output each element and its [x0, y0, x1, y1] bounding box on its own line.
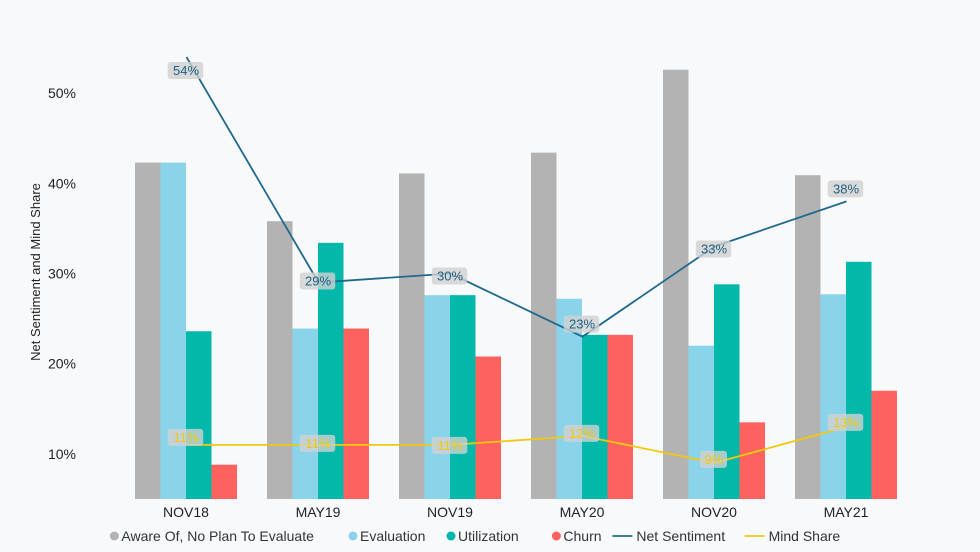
bar-churn — [871, 390, 897, 499]
x-tick-label: MAY21 — [824, 504, 869, 520]
legend-item: Net Sentiment — [612, 528, 725, 544]
legend-item: Aware Of, No Plan To Evaluate — [109, 528, 314, 544]
bar-churn — [607, 334, 633, 499]
data-label: 38% — [827, 180, 864, 198]
legend-marker — [551, 531, 561, 541]
data-label: 11% — [299, 434, 336, 452]
bar-aware-of-no-plan-to-evaluate — [795, 175, 821, 500]
data-label: 11% — [431, 436, 468, 454]
bar-aware-of-no-plan-to-evaluate — [663, 69, 689, 499]
bar-aware-of-no-plan-to-evaluate — [267, 221, 293, 499]
data-label-text: 11% — [437, 438, 462, 453]
bar-evaluation — [424, 295, 450, 499]
bar-evaluation — [820, 294, 846, 499]
legend-marker — [109, 531, 119, 541]
data-label-text: 12% — [569, 426, 595, 441]
legend-marker — [348, 531, 358, 541]
bar-churn — [343, 328, 369, 499]
legend-label: Utilization — [458, 528, 519, 544]
bar-utilization — [846, 261, 872, 499]
data-label-box — [827, 413, 864, 431]
data-label-text: 54% — [173, 63, 199, 78]
data-label: 29% — [299, 272, 336, 290]
y-tick-label: 40% — [48, 175, 76, 191]
bar-aware-of-no-plan-to-evaluate — [531, 152, 557, 499]
bar-utilization — [186, 331, 212, 499]
legend-label: Churn — [563, 528, 601, 544]
data-label: 54% — [167, 62, 204, 80]
data-label-text: 11% — [305, 436, 330, 451]
bar-aware-of-no-plan-to-evaluate — [135, 162, 161, 499]
data-label-text: 9% — [705, 452, 724, 467]
bar-churn — [211, 464, 237, 499]
line-mind-share — [186, 425, 847, 464]
y-tick-label: 10% — [48, 446, 76, 462]
data-label: 33% — [695, 240, 732, 258]
bar-evaluation — [688, 345, 714, 499]
legend-marker — [446, 531, 456, 541]
legend-item: Utilization — [446, 528, 519, 544]
legend-item: Evaluation — [348, 528, 425, 544]
data-label-box — [167, 428, 204, 446]
x-tick-label: NOV18 — [163, 504, 209, 520]
data-label-box — [827, 180, 864, 198]
y-axis-title: Net Sentiment and Mind Share — [28, 183, 43, 361]
x-tick-label: NOV20 — [691, 504, 737, 520]
x-axis: NOV18 MAY19 NOV19 MAY20 NOV20 MAY21 — [163, 504, 869, 520]
data-label-box — [695, 240, 732, 258]
data-label-text: 23% — [569, 317, 595, 332]
legend-label: Aware Of, No Plan To Evaluate — [121, 528, 314, 544]
x-tick-label: MAY20 — [560, 504, 605, 520]
data-label: 11% — [167, 428, 204, 446]
data-label-text: 30% — [437, 269, 463, 284]
data-label-box — [299, 434, 336, 452]
legend-item: Churn — [551, 528, 602, 544]
y-tick-label: 50% — [48, 85, 76, 101]
line-series — [185, 56, 847, 464]
bar-utilization — [582, 334, 608, 499]
data-label: 30% — [431, 267, 468, 285]
bar-aware-of-no-plan-to-evaluate — [399, 173, 425, 499]
data-label-box — [563, 424, 600, 442]
data-label: 13% — [827, 413, 864, 431]
data-label-box — [431, 436, 468, 454]
data-label-box — [299, 272, 336, 290]
y-tick-label: 30% — [48, 266, 76, 282]
data-label-text: 33% — [701, 241, 727, 256]
x-tick-label: NOV19 — [427, 504, 473, 520]
line-net-sentiment — [185, 56, 847, 338]
data-label-box — [167, 62, 204, 80]
bar-evaluation — [160, 162, 186, 499]
data-label-box — [563, 315, 600, 333]
data-label-box — [700, 450, 727, 468]
bar-churn — [739, 422, 765, 499]
legend: Aware Of, No Plan To Evaluate Evaluation U… — [109, 528, 841, 544]
data-labels: 54% 29% 30% 23% 33% 38% 11% 11% 11% 12% 9% 13% — [167, 62, 864, 468]
legend-label: Evaluation — [360, 528, 425, 544]
data-label: 9% — [700, 450, 727, 468]
legend-label: Net Sentiment — [636, 528, 725, 544]
bar-utilization — [450, 295, 476, 499]
y-axis: 10% 20% 30% 40% 50% — [48, 85, 76, 462]
legend-item: Mind Share — [744, 528, 841, 544]
bar-series — [135, 69, 897, 500]
x-tick-label: MAY19 — [296, 504, 341, 520]
bar-evaluation — [292, 328, 318, 499]
data-label-text: 29% — [305, 274, 331, 289]
legend-label: Mind Share — [769, 528, 841, 544]
data-label-box — [431, 267, 468, 285]
data-label: 23% — [563, 315, 600, 333]
data-label-text: 13% — [833, 415, 859, 430]
y-tick-label: 20% — [48, 356, 76, 372]
data-label-text: 11% — [173, 430, 198, 445]
data-label: 12% — [563, 424, 600, 442]
data-label-text: 38% — [833, 181, 859, 196]
bar-churn — [475, 356, 501, 499]
